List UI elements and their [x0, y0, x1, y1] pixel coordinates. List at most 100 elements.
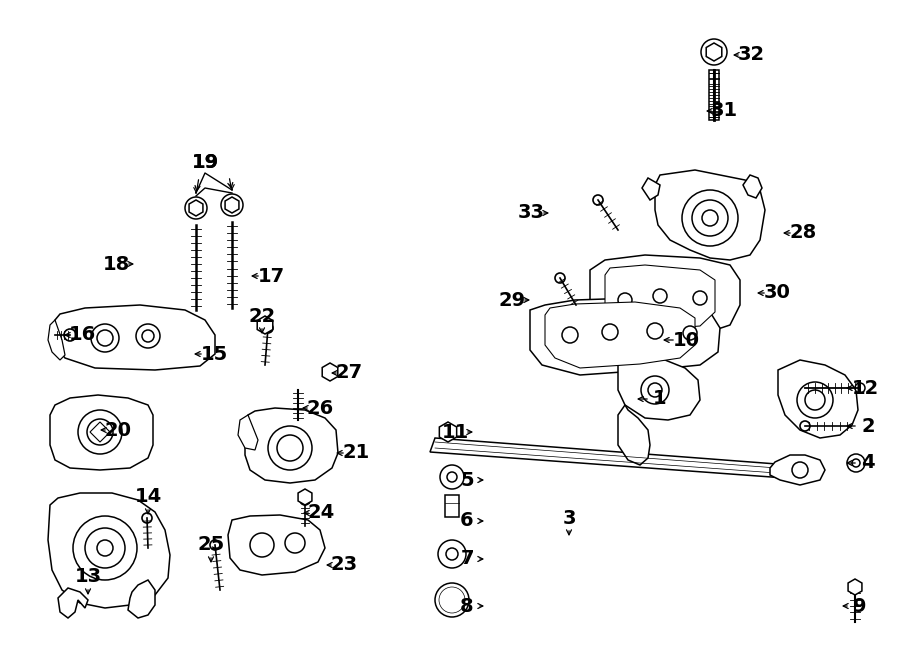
Polygon shape: [225, 197, 238, 213]
Text: 5: 5: [460, 471, 473, 490]
Circle shape: [555, 273, 565, 283]
Circle shape: [593, 195, 603, 205]
Polygon shape: [58, 588, 88, 618]
Text: 22: 22: [248, 307, 275, 325]
Circle shape: [855, 383, 865, 393]
Circle shape: [852, 459, 860, 467]
Circle shape: [87, 419, 113, 445]
Polygon shape: [706, 43, 722, 61]
Text: 18: 18: [103, 254, 130, 274]
Polygon shape: [228, 515, 325, 575]
Text: 12: 12: [851, 379, 878, 397]
Text: 19: 19: [192, 153, 219, 173]
Text: 19: 19: [192, 153, 219, 173]
Bar: [709, 70, 719, 120]
Text: 21: 21: [342, 444, 370, 463]
Polygon shape: [298, 489, 312, 505]
Text: 16: 16: [68, 325, 95, 344]
Circle shape: [701, 39, 727, 65]
Bar: [445, 495, 459, 517]
Polygon shape: [90, 422, 110, 442]
Circle shape: [805, 390, 825, 410]
Circle shape: [692, 200, 728, 236]
Polygon shape: [618, 405, 650, 465]
Polygon shape: [238, 415, 258, 450]
Polygon shape: [128, 580, 155, 618]
Circle shape: [73, 516, 137, 580]
Text: 30: 30: [763, 284, 790, 303]
Polygon shape: [605, 265, 715, 330]
Circle shape: [221, 194, 243, 216]
Polygon shape: [848, 579, 862, 595]
Circle shape: [800, 421, 810, 431]
Polygon shape: [642, 178, 660, 200]
Text: 9: 9: [853, 596, 867, 615]
Polygon shape: [48, 493, 170, 608]
Polygon shape: [618, 358, 700, 420]
Text: 28: 28: [789, 223, 816, 243]
Text: 2: 2: [861, 416, 875, 436]
Text: 10: 10: [672, 330, 699, 350]
Circle shape: [602, 324, 618, 340]
Circle shape: [562, 327, 578, 343]
Text: 7: 7: [460, 549, 473, 568]
Text: 24: 24: [308, 504, 335, 522]
Polygon shape: [50, 395, 153, 470]
Text: 6: 6: [460, 512, 473, 531]
Circle shape: [268, 426, 312, 470]
Text: 14: 14: [134, 488, 162, 506]
Circle shape: [648, 383, 662, 397]
Polygon shape: [430, 438, 790, 478]
Polygon shape: [439, 422, 456, 442]
Text: 4: 4: [861, 453, 875, 473]
Circle shape: [847, 454, 865, 472]
Polygon shape: [770, 455, 825, 485]
Polygon shape: [655, 170, 765, 260]
Polygon shape: [743, 175, 762, 198]
Circle shape: [641, 376, 669, 404]
Circle shape: [792, 462, 808, 478]
Polygon shape: [55, 305, 215, 370]
Text: 27: 27: [336, 364, 363, 383]
Circle shape: [263, 323, 273, 333]
Text: 29: 29: [499, 290, 526, 309]
Circle shape: [693, 291, 707, 305]
Polygon shape: [545, 302, 695, 368]
Polygon shape: [530, 298, 720, 375]
Circle shape: [300, 495, 310, 505]
Text: 3: 3: [562, 508, 576, 527]
Circle shape: [78, 410, 122, 454]
Circle shape: [618, 293, 632, 307]
Circle shape: [435, 583, 469, 617]
Circle shape: [447, 472, 457, 482]
Circle shape: [702, 210, 718, 226]
Circle shape: [797, 382, 833, 418]
Text: 11: 11: [441, 422, 469, 442]
Polygon shape: [257, 316, 273, 334]
Circle shape: [85, 528, 125, 568]
Text: 8: 8: [460, 596, 473, 615]
Text: 13: 13: [75, 568, 102, 586]
Text: 23: 23: [330, 555, 357, 574]
Circle shape: [97, 330, 113, 346]
Circle shape: [142, 513, 152, 523]
Polygon shape: [778, 360, 858, 438]
Circle shape: [64, 329, 76, 341]
Polygon shape: [245, 408, 338, 483]
Text: 33: 33: [518, 204, 544, 223]
Text: 26: 26: [306, 399, 334, 418]
Circle shape: [440, 465, 464, 489]
Circle shape: [185, 197, 207, 219]
Circle shape: [446, 548, 458, 560]
Text: 31: 31: [710, 102, 738, 120]
Polygon shape: [189, 200, 202, 216]
Circle shape: [682, 190, 738, 246]
Text: 1: 1: [653, 389, 667, 408]
Text: 32: 32: [737, 46, 765, 65]
Polygon shape: [48, 320, 65, 360]
Circle shape: [97, 540, 113, 556]
Circle shape: [438, 540, 466, 568]
Circle shape: [91, 324, 119, 352]
Circle shape: [136, 324, 160, 348]
Polygon shape: [590, 255, 740, 340]
